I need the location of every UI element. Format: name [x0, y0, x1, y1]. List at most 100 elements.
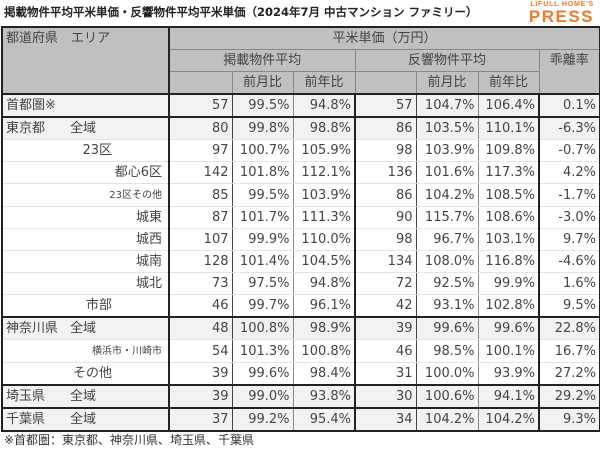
row-label: 城北	[1, 272, 170, 295]
table-row: 首都圏※ 57 99.5% 94.8% 57 104.7% 106.4% 0.1%	[1, 93, 600, 118]
cell-listed-mom: 101.7%	[231, 206, 294, 229]
cell-inq-mom: 104.7%	[415, 93, 479, 118]
cell-listed-mom: 101.8%	[231, 161, 294, 184]
cell-inq-mom: 103.5%	[415, 116, 479, 140]
cell-listed: 142	[168, 161, 233, 184]
cell-listed: 85	[168, 183, 233, 207]
area-label: 23区その他	[109, 190, 162, 201]
area-label: 全域	[70, 389, 97, 404]
header-unit-price: 平米単価（万円）	[168, 26, 600, 50]
cell-listed-mom: 99.8%	[231, 116, 294, 140]
cell-inq-mom: 104.2%	[415, 183, 479, 207]
cell-inq-yoy: 93.9%	[477, 362, 540, 386]
cell-inq-yoy: 102.8%	[477, 294, 540, 318]
cell-listed: 128	[168, 250, 233, 273]
cell-listed-mom: 101.3%	[231, 339, 294, 363]
table-row: 23区 97 100.7% 105.9% 98 103.9% 109.8% -0.7%	[1, 139, 600, 162]
table-row: 横浜市・川崎市 54 101.3% 100.8% 46 98.5% 100.1% 16.7%	[1, 339, 600, 363]
row-label: 神奈川県 全域	[1, 316, 170, 340]
cell-div: -3.0%	[538, 206, 600, 229]
cell-inq: 90	[354, 206, 417, 229]
cell-inq-yoy: 99.6%	[477, 316, 540, 340]
prefecture-label: 埼玉県	[6, 389, 46, 404]
cell-div: 9.5%	[538, 294, 600, 318]
header-inquiry-avg: 反響物件平均	[354, 49, 540, 72]
area-label: 横浜市・川崎市	[92, 346, 162, 357]
cell-inq-yoy: 100.1%	[477, 339, 540, 363]
cell-listed-yoy: 93.8%	[292, 384, 356, 409]
cell-listed-yoy: 111.3%	[292, 206, 356, 229]
cell-div: 29.2%	[538, 384, 600, 409]
cell-inq-yoy: 99.9%	[477, 272, 540, 295]
cell-div: 22.8%	[538, 316, 600, 340]
area-label: 23区	[82, 143, 112, 158]
cell-listed-yoy: 94.8%	[292, 93, 356, 118]
table-row: 城北 73 97.5% 94.8% 72 92.5% 99.9% 1.6%	[1, 272, 600, 295]
cell-listed-yoy: 104.5%	[292, 250, 356, 273]
cell-div: 9.7%	[538, 228, 600, 251]
cell-inq: 86	[354, 183, 417, 207]
prefecture-label: 首都圏※	[6, 98, 56, 113]
table-row: 23区その他 85 99.5% 103.9% 86 104.2% 108.5% -1.7%	[1, 183, 600, 207]
cell-div: -0.7%	[538, 139, 600, 162]
area-label: 全域	[70, 412, 97, 427]
header-listed-yoy: 前年比	[292, 71, 356, 95]
cell-inq: 31	[354, 362, 417, 386]
footnote: ※首都圏：東京都、神奈川県、埼玉県、千葉県	[4, 433, 255, 447]
cell-listed-yoy: 103.9%	[292, 183, 356, 207]
row-label: 横浜市・川崎市	[1, 339, 170, 363]
table-row: 千葉県 全域 37 99.2% 95.4% 34 104.2% 104.2% 9.3%	[1, 407, 600, 432]
cell-listed: 39	[168, 384, 233, 409]
cell-inq: 30	[354, 384, 417, 409]
header-inquiry-yoy: 前年比	[477, 71, 540, 95]
row-label: 千葉県 全域	[1, 407, 170, 432]
cell-listed-mom: 100.8%	[231, 316, 294, 340]
cell-inq: 98	[354, 139, 417, 162]
cell-listed: 39	[168, 362, 233, 386]
cell-inq: 34	[354, 407, 417, 432]
cell-listed: 57	[168, 93, 233, 118]
row-label: 城西	[1, 228, 170, 251]
table-row: 東京都 全域 80 99.8% 98.8% 86 103.5% 110.1% -6.3%	[1, 116, 600, 140]
cell-listed-mom: 101.4%	[231, 250, 294, 273]
cell-listed: 46	[168, 294, 233, 318]
cell-listed-yoy: 112.1%	[292, 161, 356, 184]
cell-div: 1.6%	[538, 272, 600, 295]
area-label: その他	[72, 366, 112, 381]
cell-div: 16.7%	[538, 339, 600, 363]
cell-listed-yoy: 100.8%	[292, 339, 356, 363]
row-label: 23区	[1, 139, 170, 162]
cell-inq-mom: 93.1%	[415, 294, 479, 318]
area-label: 全域	[70, 321, 97, 336]
row-label: 城東	[1, 206, 170, 229]
area-label: 城南	[135, 254, 162, 269]
table-row: 市部 46 99.7% 96.1% 42 93.1% 102.8% 9.5%	[1, 294, 600, 318]
area-label: 全域	[70, 121, 97, 136]
cell-inq-mom: 96.7%	[415, 228, 479, 251]
cell-inq-mom: 92.5%	[415, 272, 479, 295]
row-label: 城南	[1, 250, 170, 273]
cell-listed: 37	[168, 407, 233, 432]
cell-inq-yoy: 117.3%	[477, 161, 540, 184]
cell-div: -4.6%	[538, 250, 600, 273]
table-row: 神奈川県 全域 48 100.8% 98.9% 39 99.6% 99.6% 22.8%	[1, 316, 600, 340]
row-label: 埼玉県 全域	[1, 384, 170, 409]
cell-listed-mom: 99.5%	[231, 183, 294, 207]
cell-listed-yoy: 95.4%	[292, 407, 356, 432]
cell-inq-yoy: 108.5%	[477, 183, 540, 207]
cell-inq: 72	[354, 272, 417, 295]
cell-inq-yoy: 110.1%	[477, 116, 540, 140]
header-divergence: 乖離率	[538, 49, 600, 95]
cell-inq-yoy: 104.2%	[477, 407, 540, 432]
cell-listed-mom: 99.7%	[231, 294, 294, 318]
cell-div: 9.3%	[538, 407, 600, 432]
cell-inq-mom: 103.9%	[415, 139, 479, 162]
cell-listed: 48	[168, 316, 233, 340]
cell-inq-yoy: 103.1%	[477, 228, 540, 251]
cell-listed-yoy: 98.4%	[292, 362, 356, 386]
cell-listed: 54	[168, 339, 233, 363]
brand-logo: LIFULL HOME'S PRESS	[529, 1, 594, 25]
cell-inq-yoy: 109.8%	[477, 139, 540, 162]
table-row: 城東 87 101.7% 111.3% 90 115.7% 108.6% -3.0%	[1, 206, 600, 229]
cell-inq-mom: 104.2%	[415, 407, 479, 432]
